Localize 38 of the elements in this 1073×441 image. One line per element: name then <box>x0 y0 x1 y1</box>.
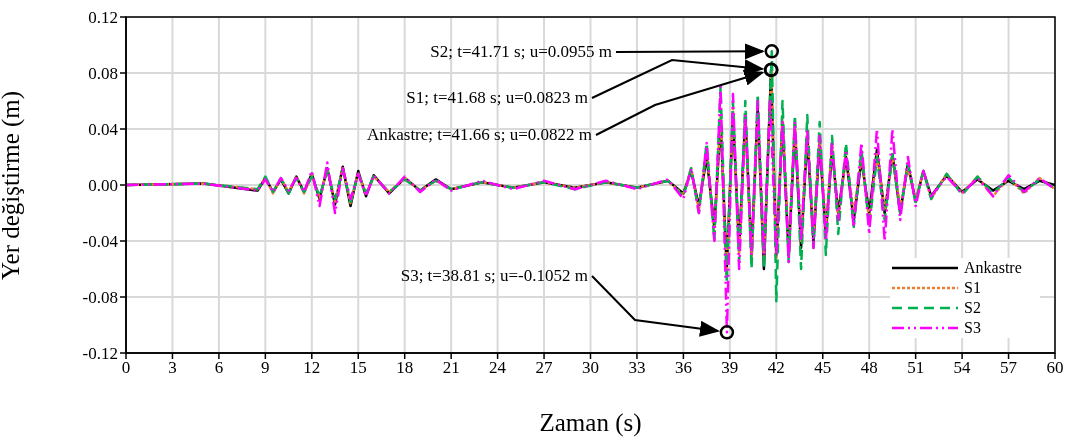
annotation: S1; t=41.68 s; u=0.0823 m <box>406 88 588 107</box>
x-tick-label: 27 <box>535 358 554 378</box>
annotation: Ankastre; t=41.66 s; u=0.0822 m <box>366 125 592 144</box>
x-tick-label: 3 <box>168 358 177 378</box>
x-tick-label: 60 <box>1046 358 1064 378</box>
legend-label: Ankastre <box>964 258 1022 278</box>
x-tick-label: 45 <box>814 358 832 378</box>
y-tick-label: 0.04 <box>88 120 119 140</box>
x-tick-label: 48 <box>860 358 878 378</box>
x-tick-label: 54 <box>953 358 972 378</box>
x-tick-label: 51 <box>907 358 925 378</box>
y-tick-label: -0.04 <box>82 232 119 252</box>
x-tick-label: 24 <box>489 358 507 378</box>
y-tick-label: -0.08 <box>82 288 118 308</box>
x-tick-label: 0 <box>121 358 131 378</box>
x-tick-label: 6 <box>214 358 224 378</box>
x-tick-label: 42 <box>767 358 785 378</box>
x-tick-label: 15 <box>349 358 367 378</box>
x-tick-label: 12 <box>303 358 321 378</box>
y-tick-label: 0.00 <box>88 176 118 196</box>
x-axis-title: Zaman (s) <box>539 409 642 437</box>
legend-label: S3 <box>964 318 981 338</box>
x-tick-label: 21 <box>442 358 460 378</box>
y-tick-label: 0.12 <box>88 8 118 28</box>
y-tick-label: 0.08 <box>88 64 118 84</box>
x-tick-label: 9 <box>261 358 270 378</box>
y-tick-label: -0.12 <box>82 344 118 364</box>
annotation: S3; t=38.81 s; u=-0.1052 m <box>400 266 588 285</box>
legend-label: S1 <box>964 278 981 298</box>
x-tick-label: 57 <box>1000 358 1018 378</box>
legend-label: S2 <box>964 298 981 318</box>
annotation: S2; t=41.71 s; u=0.0955 m <box>430 42 612 61</box>
y-axis-title: Yer değiştirme (m) <box>0 90 25 280</box>
x-tick-label: 30 <box>582 358 599 378</box>
x-tick-label: 39 <box>721 358 739 378</box>
x-tick-label: 33 <box>628 358 646 378</box>
x-tick-label: 18 <box>396 358 414 378</box>
x-tick-label: 36 <box>674 358 692 378</box>
